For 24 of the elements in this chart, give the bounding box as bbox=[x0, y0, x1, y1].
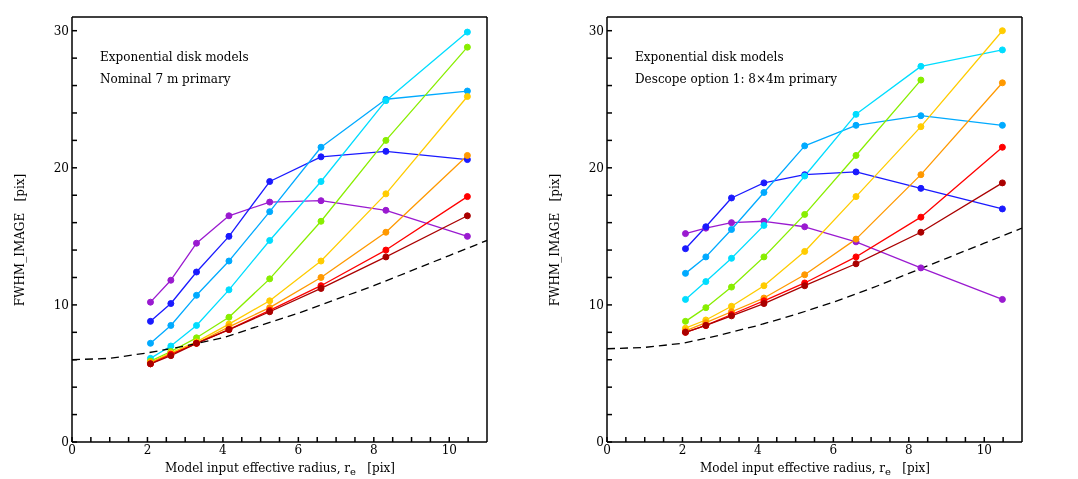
x-tick-label: 10 bbox=[441, 442, 457, 457]
x-tick-label: 6 bbox=[294, 442, 303, 457]
y-tick-label: 10 bbox=[588, 298, 604, 313]
y-tick-label: 30 bbox=[53, 23, 69, 38]
annotation: Exponential disk models bbox=[635, 49, 785, 66]
x-tick-label: 4 bbox=[219, 442, 228, 457]
annotation: Exponential disk models bbox=[100, 49, 249, 66]
x-tick-label: 10 bbox=[976, 442, 992, 457]
x-tick-label: 8 bbox=[905, 442, 913, 457]
x-axis-title: Model input effective radius, r$_{e}$ [pix] bbox=[698, 461, 931, 478]
y-axis-title: FWHM_IMAGE [pix] bbox=[548, 173, 562, 307]
x-tick-label: 2 bbox=[678, 442, 687, 457]
y-tick-label: 20 bbox=[53, 161, 69, 176]
x-tick-label: 2 bbox=[143, 442, 152, 457]
x-axis-title: Model input effective radius, r$_{e}$ [pix] bbox=[163, 461, 396, 478]
x-tick-label: 6 bbox=[829, 442, 838, 457]
annotation: Descope option 1: 8×4m primary bbox=[635, 71, 838, 88]
x-tick-label: 8 bbox=[370, 442, 378, 457]
y-axis-title: FWHM_IMAGE [pix] bbox=[13, 173, 27, 307]
annotation: Nominal 7 m primary bbox=[100, 71, 232, 88]
y-tick-label: 30 bbox=[588, 23, 604, 38]
y-tick-label: 10 bbox=[53, 298, 69, 313]
x-tick-label: 4 bbox=[754, 442, 763, 457]
y-tick-label: 20 bbox=[588, 161, 604, 176]
